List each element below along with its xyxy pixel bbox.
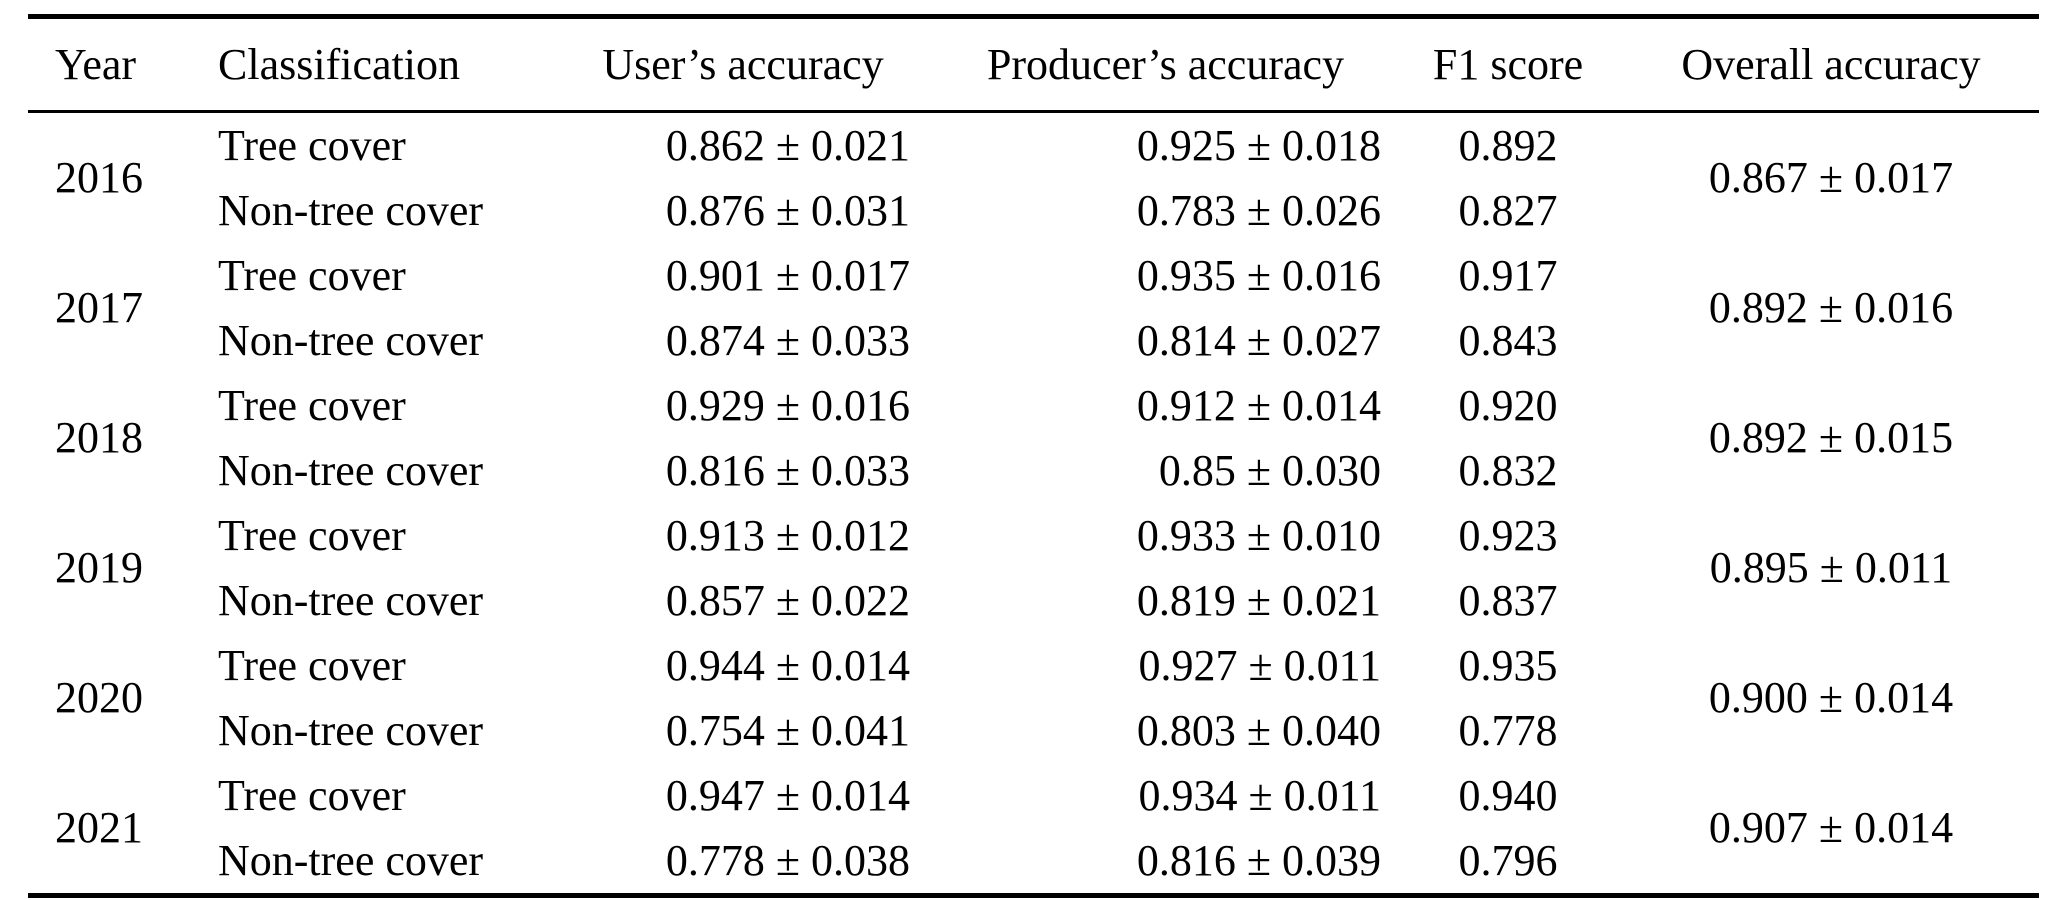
f1-score-cell: 0.940 [1458, 770, 1558, 820]
users-accuracy-cell: 0.913 ± 0.012 [665, 510, 910, 560]
accuracy-assessment-table: Year Classification User’s accuracy Prod… [28, 14, 2039, 898]
table-row: Non-tree cover 0.816 ± 0.033 0.85 ± 0.03… [28, 438, 2039, 503]
classification-cell: Non-tree cover [218, 185, 484, 235]
year-cell: 2019 [55, 543, 143, 592]
overall-accuracy-cell: 0.867 ± 0.017 [1708, 153, 1954, 202]
producers-accuracy-cell: 0.783 ± 0.026 [1136, 185, 1381, 235]
producers-accuracy-cell: 0.912 ± 0.014 [1136, 380, 1381, 430]
users-accuracy-cell: 0.862 ± 0.021 [665, 120, 910, 170]
f1-score-cell: 0.837 [1458, 575, 1558, 625]
column-header-classification: Classification [218, 39, 460, 89]
classification-cell: Tree cover [218, 120, 406, 170]
producers-accuracy-cell: 0.934 ± 0.011 [1138, 770, 1381, 820]
users-accuracy-cell: 0.816 ± 0.033 [665, 445, 910, 495]
classification-cell: Non-tree cover [218, 445, 484, 495]
f1-score-cell: 0.935 [1458, 640, 1558, 690]
year-cell: 2016 [55, 153, 143, 202]
classification-cell: Non-tree cover [218, 835, 484, 885]
users-accuracy-cell: 0.929 ± 0.016 [665, 380, 910, 430]
overall-accuracy-cell: 0.892 ± 0.016 [1708, 283, 1954, 332]
f1-score-cell: 0.892 [1458, 120, 1558, 170]
producers-accuracy-cell: 0.85 ± 0.030 [1158, 445, 1381, 495]
classification-cell: Non-tree cover [218, 575, 484, 625]
table-row: Non-tree cover 0.754 ± 0.041 0.803 ± 0.0… [28, 698, 2039, 763]
column-header-overall-accuracy: Overall accuracy [1681, 39, 1981, 89]
users-accuracy-cell: 0.874 ± 0.033 [665, 315, 910, 365]
column-header-year: Year [55, 39, 137, 89]
classification-cell: Tree cover [218, 770, 406, 820]
classification-cell: Tree cover [218, 640, 406, 690]
table-row: Non-tree cover 0.874 ± 0.033 0.814 ± 0.0… [28, 308, 2039, 373]
users-accuracy-cell: 0.876 ± 0.031 [665, 185, 910, 235]
f1-score-cell: 0.827 [1458, 185, 1558, 235]
table-row: 2016 Tree cover 0.862 ± 0.021 0.925 ± 0.… [28, 112, 2039, 199]
users-accuracy-cell: 0.901 ± 0.017 [665, 250, 910, 300]
producers-accuracy-cell: 0.803 ± 0.040 [1136, 705, 1381, 755]
year-cell: 2020 [55, 673, 143, 722]
f1-score-cell: 0.843 [1458, 315, 1558, 365]
year-cell: 2017 [55, 283, 143, 332]
producers-accuracy-cell: 0.935 ± 0.016 [1136, 250, 1381, 300]
producers-accuracy-cell: 0.814 ± 0.027 [1136, 315, 1381, 365]
overall-accuracy-cell: 0.892 ± 0.015 [1708, 413, 1954, 462]
year-cell: 2018 [55, 413, 143, 462]
classification-cell: Tree cover [218, 510, 406, 560]
producers-accuracy-cell: 0.819 ± 0.021 [1136, 575, 1381, 625]
users-accuracy-cell: 0.857 ± 0.022 [665, 575, 910, 625]
header-row: Year Classification User’s accuracy Prod… [28, 17, 2039, 112]
classification-cell: Tree cover [218, 380, 406, 430]
f1-score-cell: 0.923 [1458, 510, 1558, 560]
table-row: Non-tree cover 0.778 ± 0.038 0.816 ± 0.0… [28, 828, 2039, 896]
classification-cell: Non-tree cover [218, 315, 484, 365]
classification-cell: Tree cover [218, 250, 406, 300]
year-cell: 2021 [55, 803, 143, 852]
overall-accuracy-cell: 0.895 ± 0.011 [1709, 543, 1953, 592]
users-accuracy-cell: 0.754 ± 0.041 [665, 705, 910, 755]
users-accuracy-cell: 0.944 ± 0.014 [665, 640, 910, 690]
users-accuracy-cell: 0.947 ± 0.014 [665, 770, 910, 820]
table-row: 2017 Tree cover 0.901 ± 0.017 0.935 ± 0.… [28, 243, 2039, 330]
table-row: 2018 Tree cover 0.929 ± 0.016 0.912 ± 0.… [28, 373, 2039, 460]
f1-score-cell: 0.796 [1458, 835, 1558, 885]
f1-score-cell: 0.778 [1458, 705, 1558, 755]
producers-accuracy-cell: 0.927 ± 0.011 [1138, 640, 1381, 690]
column-header-producers-accuracy: Producer’s accuracy [986, 39, 1345, 89]
column-header-users-accuracy: User’s accuracy [602, 39, 884, 89]
producers-accuracy-cell: 0.933 ± 0.010 [1136, 510, 1381, 560]
table-row: Non-tree cover 0.857 ± 0.022 0.819 ± 0.0… [28, 568, 2039, 633]
f1-score-cell: 0.832 [1458, 445, 1558, 495]
f1-score-cell: 0.917 [1458, 250, 1558, 300]
users-accuracy-cell: 0.778 ± 0.038 [665, 835, 910, 885]
producers-accuracy-cell: 0.925 ± 0.018 [1136, 120, 1381, 170]
overall-accuracy-cell: 0.907 ± 0.014 [1708, 803, 1954, 852]
f1-score-cell: 0.920 [1458, 380, 1558, 430]
producers-accuracy-cell: 0.816 ± 0.039 [1136, 835, 1381, 885]
table-row: 2020 Tree cover 0.944 ± 0.014 0.927 ± 0.… [28, 633, 2039, 720]
column-header-f1-score: F1 score [1432, 39, 1584, 89]
table-row: 2019 Tree cover 0.913 ± 0.012 0.933 ± 0.… [28, 503, 2039, 590]
table-row: Non-tree cover 0.876 ± 0.031 0.783 ± 0.0… [28, 178, 2039, 243]
table-row: 2021 Tree cover 0.947 ± 0.014 0.934 ± 0.… [28, 763, 2039, 849]
classification-cell: Non-tree cover [218, 705, 484, 755]
overall-accuracy-cell: 0.900 ± 0.014 [1708, 673, 1954, 722]
